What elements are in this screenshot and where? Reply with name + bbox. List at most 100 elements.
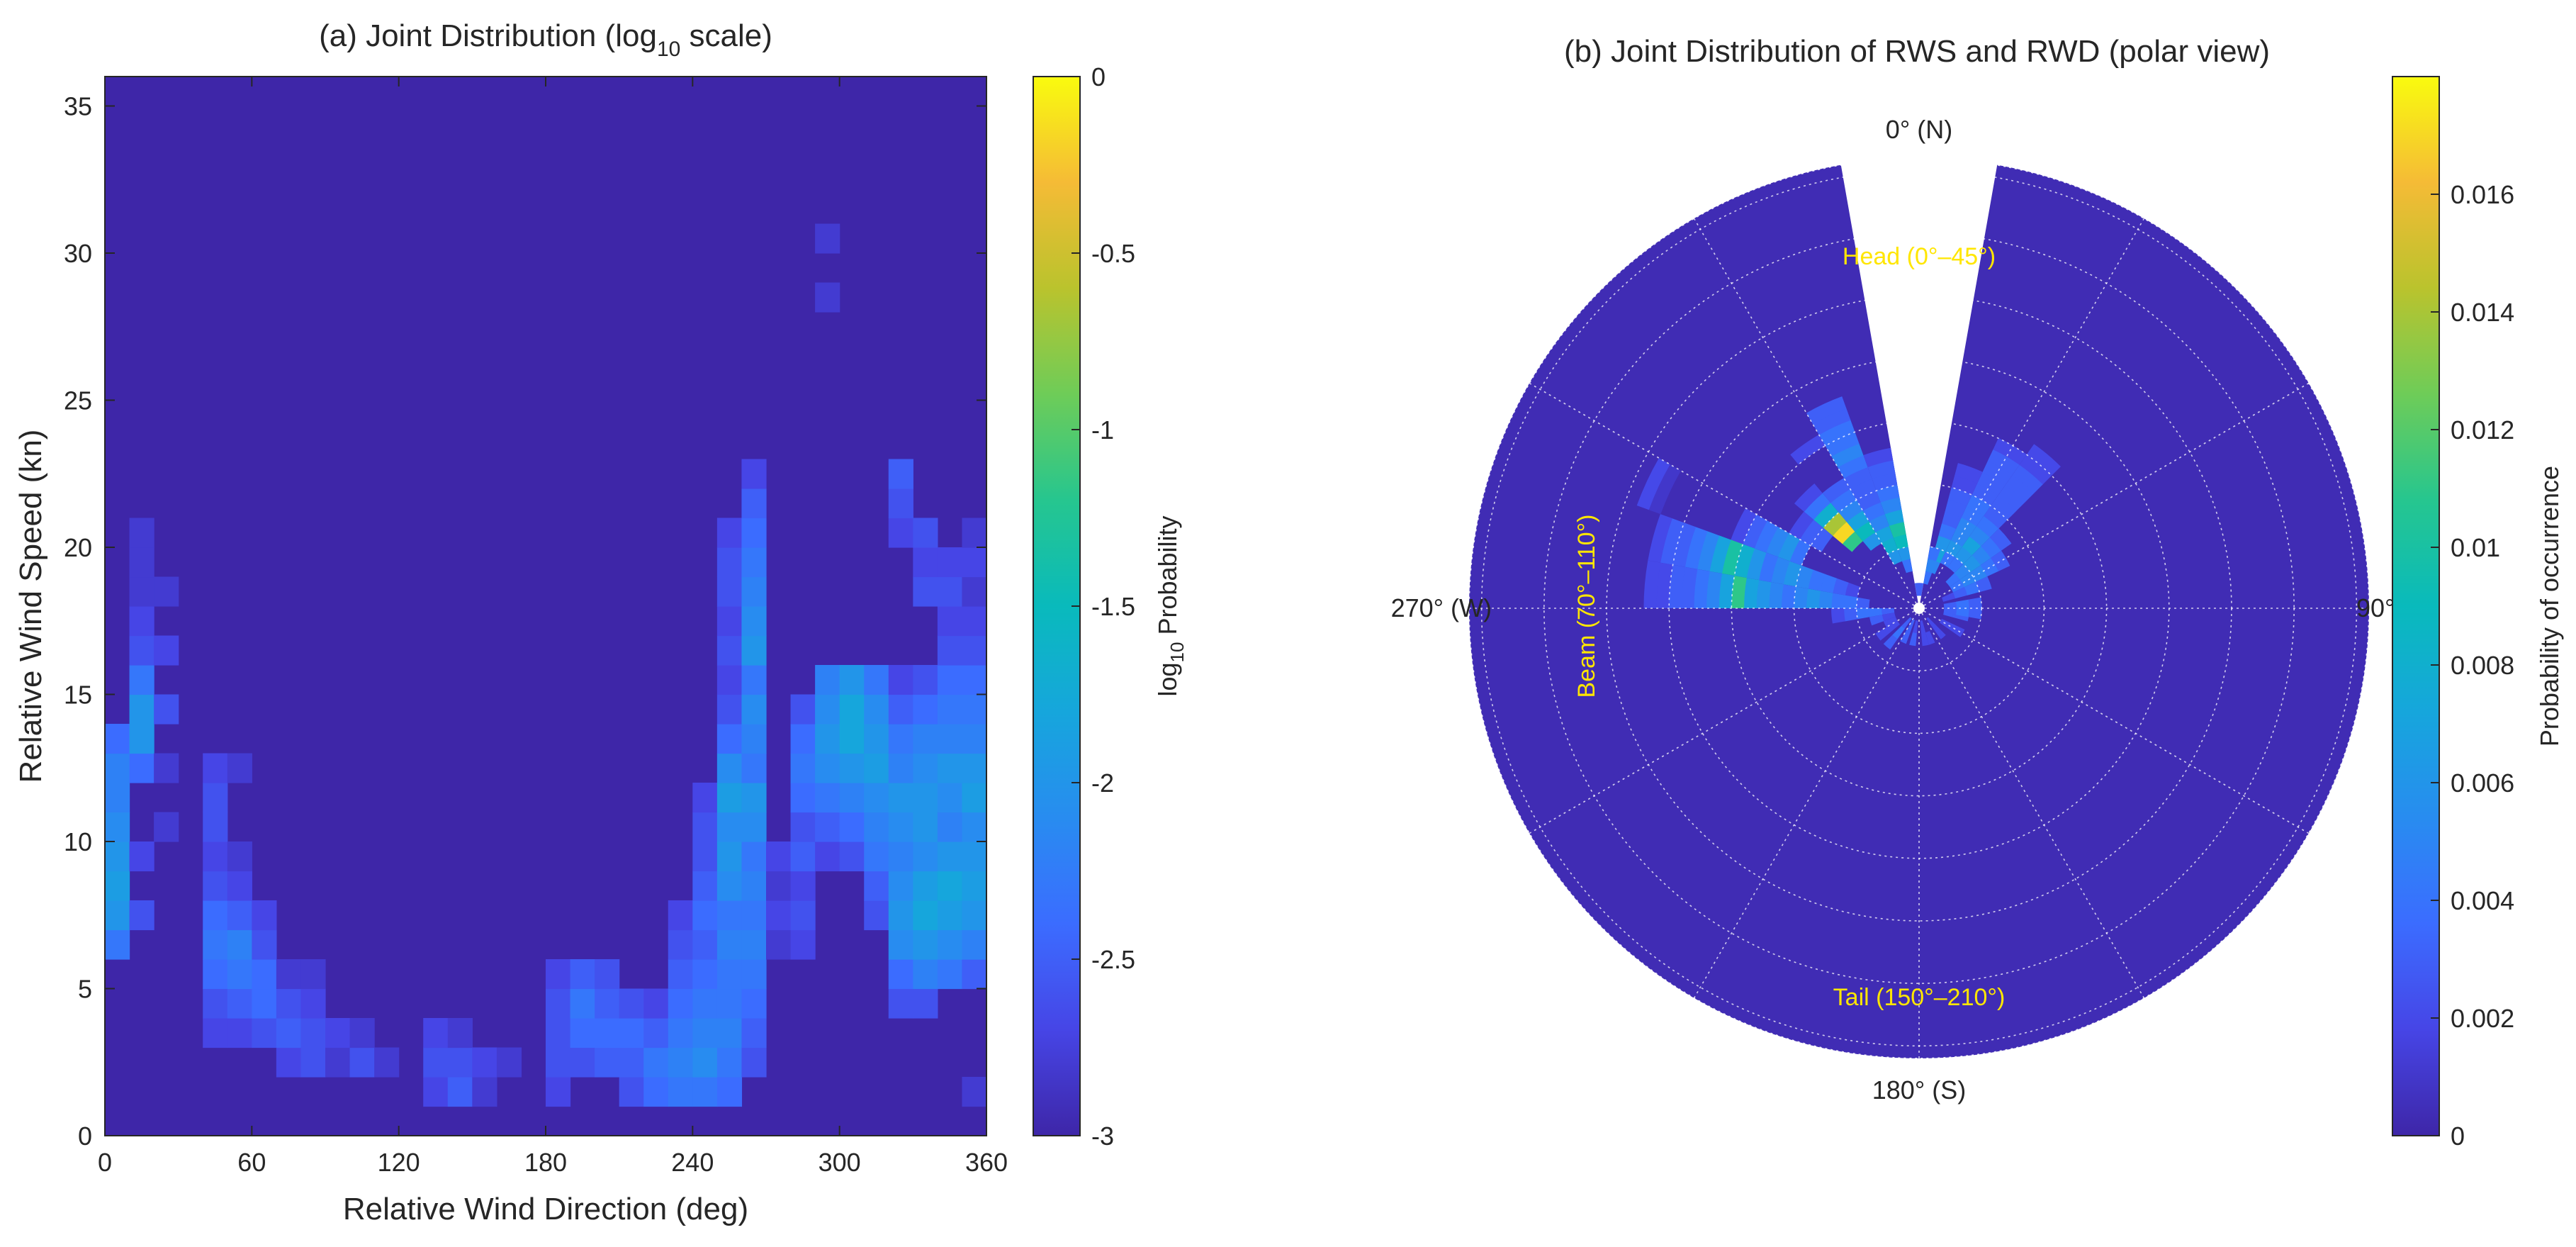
heatmap-cell bbox=[913, 871, 938, 901]
heatmap-cell bbox=[300, 1047, 326, 1078]
polar-cell bbox=[1869, 513, 1889, 533]
heatmap-cell bbox=[913, 518, 938, 548]
colorbar-b-tick-label: 0 bbox=[2451, 1122, 2465, 1151]
heatmap-cell bbox=[962, 724, 987, 754]
y-tick-label: 10 bbox=[64, 827, 92, 856]
heatmap-cell bbox=[129, 576, 154, 607]
heatmap-cell bbox=[252, 988, 277, 1019]
heatmap-cell bbox=[888, 929, 913, 960]
polar-cell bbox=[1766, 527, 1789, 557]
polar-cell bbox=[1928, 546, 1941, 561]
heatmap-cell bbox=[741, 518, 767, 548]
polar-cell bbox=[2005, 474, 2035, 503]
heatmap-cell bbox=[570, 988, 595, 1019]
heatmap-cell bbox=[203, 871, 228, 901]
heatmap-cell bbox=[962, 959, 987, 990]
heatmap-cell bbox=[154, 576, 179, 607]
heatmap-cell bbox=[716, 988, 743, 1019]
panel-b: (b) Joint Distribution of RWS and RWD (p… bbox=[1391, 34, 2564, 1151]
heatmap-cell bbox=[741, 783, 767, 813]
polar-cell bbox=[1856, 490, 1881, 511]
heatmap-cell bbox=[668, 900, 693, 931]
heatmap-cell bbox=[595, 959, 620, 990]
heatmap-cell bbox=[203, 929, 228, 960]
heatmap-cell bbox=[447, 1047, 473, 1078]
heatmap-cell bbox=[790, 753, 816, 783]
heatmap-cell bbox=[741, 576, 767, 607]
heatmap-cell bbox=[154, 753, 179, 783]
colorbar-b-tick-label: 0.008 bbox=[2451, 651, 2514, 680]
heatmap-cell bbox=[741, 606, 767, 637]
x-tick-label: 300 bbox=[819, 1148, 861, 1177]
heatmap-cell bbox=[913, 812, 938, 842]
polar-cell bbox=[1781, 584, 1796, 608]
heatmap-cell bbox=[692, 1047, 718, 1078]
polar-cell bbox=[1813, 502, 1839, 528]
polar-spoke bbox=[1918, 218, 2145, 609]
polar-cell bbox=[1887, 549, 1902, 565]
polar-cell bbox=[1989, 528, 2012, 552]
polar-cell bbox=[1709, 535, 1731, 574]
polar-cell bbox=[1818, 420, 1855, 446]
polar-cell bbox=[1880, 497, 1902, 515]
heatmap-cell bbox=[839, 724, 865, 754]
heatmap-cell bbox=[252, 900, 277, 931]
polar-cell bbox=[1968, 608, 1982, 620]
polar-cell bbox=[1956, 599, 1970, 608]
heatmap-cell bbox=[815, 282, 840, 313]
polar-cell bbox=[1636, 458, 1670, 510]
heatmap-cell bbox=[741, 929, 767, 960]
heatmap-cell bbox=[300, 988, 326, 1019]
polar-cell bbox=[1925, 559, 1937, 574]
polar-spoke bbox=[1529, 608, 1920, 834]
heatmap-cell bbox=[203, 812, 228, 842]
polar-cell bbox=[1733, 544, 1755, 578]
polar-cell bbox=[1964, 581, 1980, 595]
y-tick-label: 25 bbox=[64, 386, 92, 415]
heatmap-cell bbox=[741, 459, 767, 489]
heatmap-cell bbox=[766, 900, 792, 931]
heatmap-cell bbox=[741, 959, 767, 990]
heatmap-cell bbox=[937, 724, 963, 754]
polar-cell bbox=[1648, 464, 1681, 515]
heatmap-cell bbox=[937, 959, 963, 990]
polar-cell bbox=[1993, 437, 2027, 465]
colorbar-b-bar bbox=[2392, 76, 2440, 1136]
heatmap-cell bbox=[716, 871, 743, 901]
polar-cell bbox=[1868, 608, 1882, 617]
polar-cell bbox=[1875, 627, 1891, 641]
polar-cell bbox=[1795, 565, 1813, 589]
heatmap-cell bbox=[423, 1018, 449, 1049]
polar-cell bbox=[1719, 573, 1735, 608]
heatmap-cell bbox=[619, 1077, 644, 1107]
y-tick-label: 35 bbox=[64, 92, 92, 121]
heatmap-cell bbox=[790, 929, 816, 960]
heatmap-cell bbox=[546, 1047, 571, 1078]
polar-cell bbox=[1914, 583, 1919, 596]
heatmap-cell bbox=[790, 900, 816, 931]
heatmap-cell bbox=[913, 547, 938, 578]
polar-cell bbox=[1939, 618, 1954, 630]
heatmap-cell bbox=[888, 812, 913, 842]
heatmap-cell bbox=[692, 929, 718, 960]
heatmap-cell bbox=[937, 665, 963, 695]
heatmap-cell bbox=[692, 783, 718, 813]
heatmap-cell bbox=[105, 724, 130, 754]
heatmap-cell bbox=[129, 518, 154, 548]
heatmap-cell bbox=[716, 841, 743, 872]
polar-cell bbox=[1838, 499, 1863, 522]
heatmap-cell bbox=[741, 1047, 767, 1078]
heatmap-cell bbox=[766, 841, 792, 872]
polar-cell bbox=[2012, 464, 2043, 493]
polar-cell bbox=[1956, 608, 1970, 617]
x-tick-label: 0 bbox=[98, 1148, 112, 1177]
colorbar-b-tick-label: 0.01 bbox=[2451, 533, 2500, 562]
polar-cell bbox=[1935, 535, 1951, 552]
heatmap-cell bbox=[888, 841, 913, 872]
heatmap-cell bbox=[937, 929, 963, 960]
polar-cell bbox=[1901, 559, 1913, 574]
polar-cell bbox=[1742, 514, 1768, 549]
heatmap-cell bbox=[741, 724, 767, 754]
polar-cell bbox=[1799, 519, 1823, 546]
heatmap-cell bbox=[741, 488, 767, 519]
